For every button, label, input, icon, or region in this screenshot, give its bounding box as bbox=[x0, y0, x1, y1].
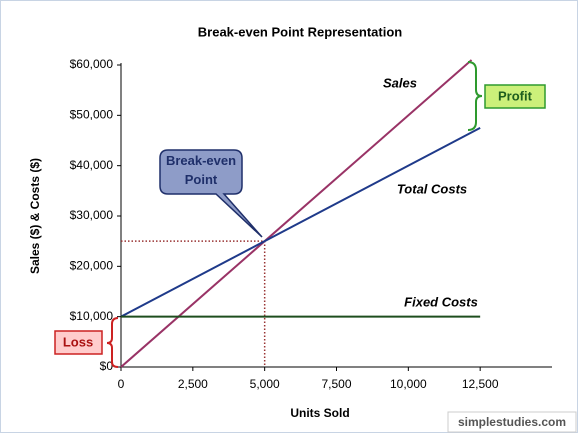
series-label: Fixed Costs bbox=[404, 294, 478, 309]
callout-label: Break-even Point bbox=[166, 153, 236, 187]
x-tick-label: 5,000 bbox=[250, 377, 280, 391]
series-line bbox=[120, 127, 481, 318]
profit-brace bbox=[467, 61, 483, 131]
chart-title: Break-even Point Representation bbox=[198, 24, 403, 39]
y-axis-label: Sales ($) & Costs ($) bbox=[28, 158, 42, 274]
y-tick-label: $0 bbox=[100, 359, 114, 373]
x-tick-label: 12,500 bbox=[462, 377, 499, 391]
y-tick-label: $10,000 bbox=[70, 309, 114, 323]
loss-brace bbox=[106, 317, 119, 368]
series-label: Sales bbox=[383, 75, 417, 90]
x-tick-label: 2,500 bbox=[178, 377, 208, 391]
watermark: simplestudies.com bbox=[458, 415, 566, 429]
profit-label: Profit bbox=[498, 88, 533, 103]
y-tick-label: $50,000 bbox=[70, 108, 114, 122]
x-tick-label: 7,500 bbox=[321, 377, 351, 391]
callout bbox=[159, 149, 263, 238]
profit-box bbox=[484, 84, 546, 109]
x-tick-label: 10,000 bbox=[390, 377, 427, 391]
series-label: Total Costs bbox=[397, 181, 467, 196]
x-axis-label: Units Sold bbox=[290, 406, 349, 420]
y-tick-label: $20,000 bbox=[70, 259, 114, 273]
watermark-box bbox=[447, 411, 577, 433]
loss-box bbox=[54, 330, 103, 355]
y-tick-label: $30,000 bbox=[70, 208, 114, 222]
y-tick-label: $40,000 bbox=[70, 158, 114, 172]
y-tick-label: $60,000 bbox=[70, 57, 114, 71]
x-tick-label: 0 bbox=[118, 377, 125, 391]
loss-label: Loss bbox=[63, 334, 93, 349]
